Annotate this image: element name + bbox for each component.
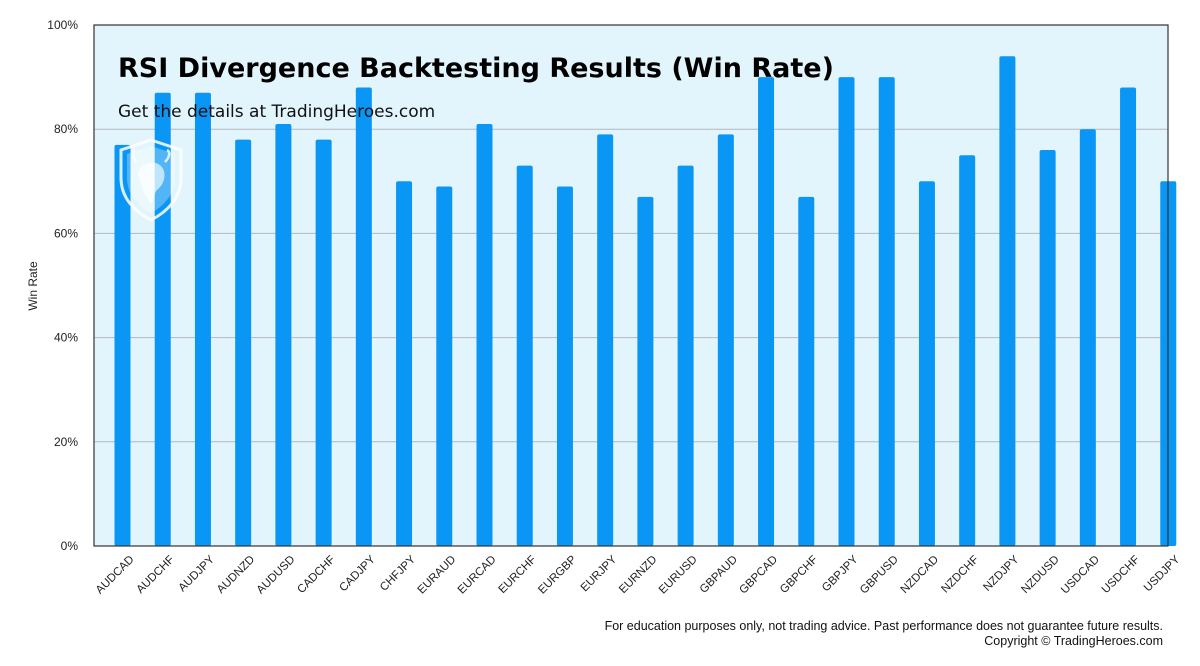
x-tick-label: AUDJPY — [176, 553, 217, 594]
x-tick-label: USDCAD — [1059, 554, 1102, 597]
bar-audcad — [114, 144, 131, 546]
x-tick-label: EURAUD — [416, 554, 459, 597]
x-tick-label: GBPCHF — [778, 554, 820, 596]
bar-audnzd — [235, 139, 252, 546]
plot-background — [94, 25, 1168, 546]
bar-gbpusd — [878, 77, 895, 546]
x-tick-label: EURJPY — [579, 553, 620, 594]
x-tick-label: GBPAUD — [698, 554, 740, 596]
x-tick-label: USDCHF — [1100, 554, 1142, 596]
bar-gbpchf — [798, 196, 815, 546]
x-tick-label: EURCAD — [456, 554, 499, 597]
bars — [114, 56, 1177, 547]
bar-cadchf — [315, 139, 332, 546]
y-tick-label: 80% — [54, 122, 78, 136]
bar-audjpy — [194, 92, 211, 546]
bar-gbpaud — [717, 134, 734, 546]
x-tick-label: CADJPY — [337, 553, 378, 594]
x-tick-label: USDJPY — [1142, 553, 1183, 594]
x-tick-label: EURNZD — [617, 554, 659, 596]
x-tick-label: GBPUSD — [858, 554, 901, 597]
y-tick-label: 0% — [61, 539, 79, 553]
x-tick-label: AUDNZD — [215, 554, 257, 596]
x-tick-label: CADCHF — [295, 554, 337, 596]
y-tick-label: 100% — [47, 18, 78, 32]
x-tick-label: NZDUSD — [1019, 554, 1061, 596]
x-tick-label: EURUSD — [657, 554, 700, 597]
disclaimer-text: For education purposes only, not trading… — [604, 619, 1163, 633]
copyright-text: Copyright © TradingHeroes.com — [984, 634, 1163, 648]
bar-gbpcad — [758, 77, 775, 546]
bar-cadjpy — [355, 87, 372, 547]
bar-usdcad — [1079, 129, 1096, 546]
plot-frame — [93, 24, 1169, 547]
bar-eurusd — [677, 165, 694, 547]
bar-usdchf — [1120, 87, 1137, 547]
bar-eurcad — [476, 123, 493, 547]
bar-nzdchf — [959, 155, 976, 546]
bar-nzdcad — [918, 181, 935, 547]
y-tick-label: 40% — [54, 331, 78, 345]
bar-audusd — [275, 123, 292, 547]
bar-nzdjpy — [999, 56, 1016, 546]
x-tick-label: AUDCAD — [94, 554, 137, 597]
chart-subtitle: Get the details at TradingHeroes.com — [118, 102, 435, 122]
x-tick-label: AUDCHF — [134, 554, 176, 596]
x-tick-label: NZDCAD — [899, 554, 941, 596]
chart-title: RSI Divergence Backtesting Results (Win … — [118, 53, 834, 84]
bar-audchf — [154, 92, 171, 546]
x-tick-label: NZDJPY — [981, 553, 1021, 593]
bar-gbpjpy — [838, 77, 855, 546]
x-tick-label: GBPJPY — [820, 553, 861, 594]
bar-nzdusd — [1039, 150, 1056, 547]
y-tick-label: 20% — [54, 435, 78, 449]
shield-bull-logo-icon — [119, 138, 183, 222]
x-tick-label: GBPCAD — [737, 554, 780, 597]
bar-eurjpy — [597, 134, 614, 546]
bar-euraud — [436, 186, 453, 546]
x-tick-label: NZDCHF — [939, 554, 981, 596]
bar-eurnzd — [637, 196, 654, 546]
y-tick-label: 60% — [54, 226, 78, 240]
x-tick-label: EURGBP — [536, 553, 579, 596]
x-tick-label: AUDUSD — [255, 554, 298, 597]
y-axis-ticks: 0% 20% 40% 60% 80% 100% — [47, 18, 78, 553]
bar-eurchf — [516, 165, 533, 547]
gridlines — [94, 128, 1168, 443]
x-tick-label: CHFJPY — [378, 553, 418, 593]
y-axis-label: Win Rate — [26, 261, 40, 311]
bar-eurgbp — [556, 186, 573, 546]
x-tick-label: EURCHF — [496, 554, 538, 596]
bar-chfjpy — [396, 181, 413, 547]
